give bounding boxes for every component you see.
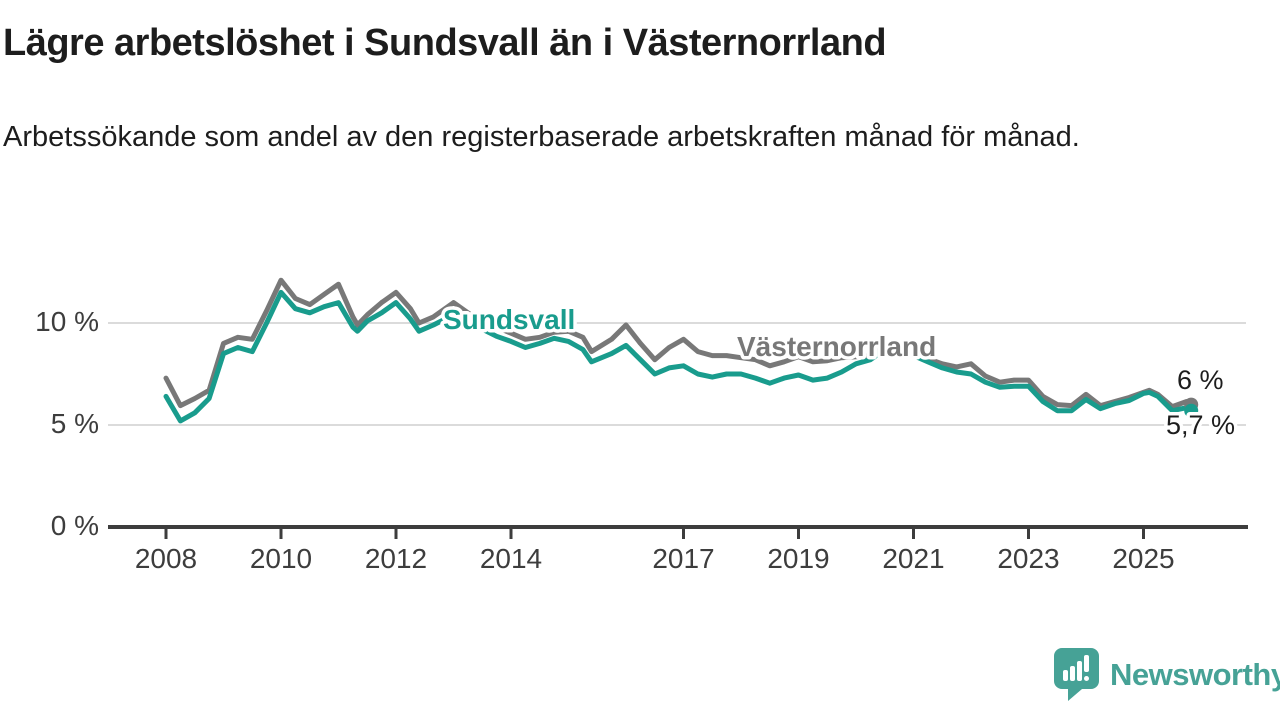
newsworthy-bubble-chart-icon [1054,648,1099,701]
bar-1 [1063,670,1068,681]
x-tick-label-2017: 2017 [652,543,714,574]
series-line-sundsvall [163,289,1194,424]
bar-2 [1070,666,1075,681]
series-lines [163,277,1199,424]
x-tick-label-2008: 2008 [135,543,197,574]
series-end-dot-sundsvall [1184,403,1199,418]
y-tick-label-10: 10 % [35,306,99,337]
series-label-vasternorrland: Västernorrland [737,331,936,362]
x-tick-label-2010: 2010 [250,543,312,574]
x-tick-label-2019: 2019 [767,543,829,574]
x-tick-label-2014: 2014 [480,543,542,574]
x-tick-label-2023: 2023 [997,543,1059,574]
gridlines [108,322,1246,426]
x-tick-label-2021: 2021 [882,543,944,574]
exclamation-dot [1084,676,1089,681]
exclamation-bar [1084,655,1089,672]
series-line-västernorrland [163,277,1194,410]
speech-bubble-shape [1054,648,1099,701]
series-label-sundsvall: Sundsvall [443,304,575,335]
bar-3 [1077,661,1082,681]
y-tick-label-5: 5 % [51,408,99,439]
y-tick-label-0: 0 % [51,510,99,541]
x-axis: 2008 2010 2012 2014 2017 2019 2021 2023 2025 [108,525,1248,574]
page-subtitle: Arbetssökande som andel av den registerb… [3,121,1080,153]
x-tick-label-2012: 2012 [365,543,427,574]
newsworthy-logo: Newsworthy [1054,648,1280,701]
newsworthy-wordmark: Newsworthy [1110,656,1280,692]
page-title: Lägre arbetslöshet i Sundsvall än i Väst… [3,22,887,64]
end-value-label-sundsvall: 5,7 % [1166,410,1235,440]
x-tick-label-2025: 2025 [1112,543,1174,574]
end-value-label-vasternorrland: 6 % [1177,365,1224,395]
